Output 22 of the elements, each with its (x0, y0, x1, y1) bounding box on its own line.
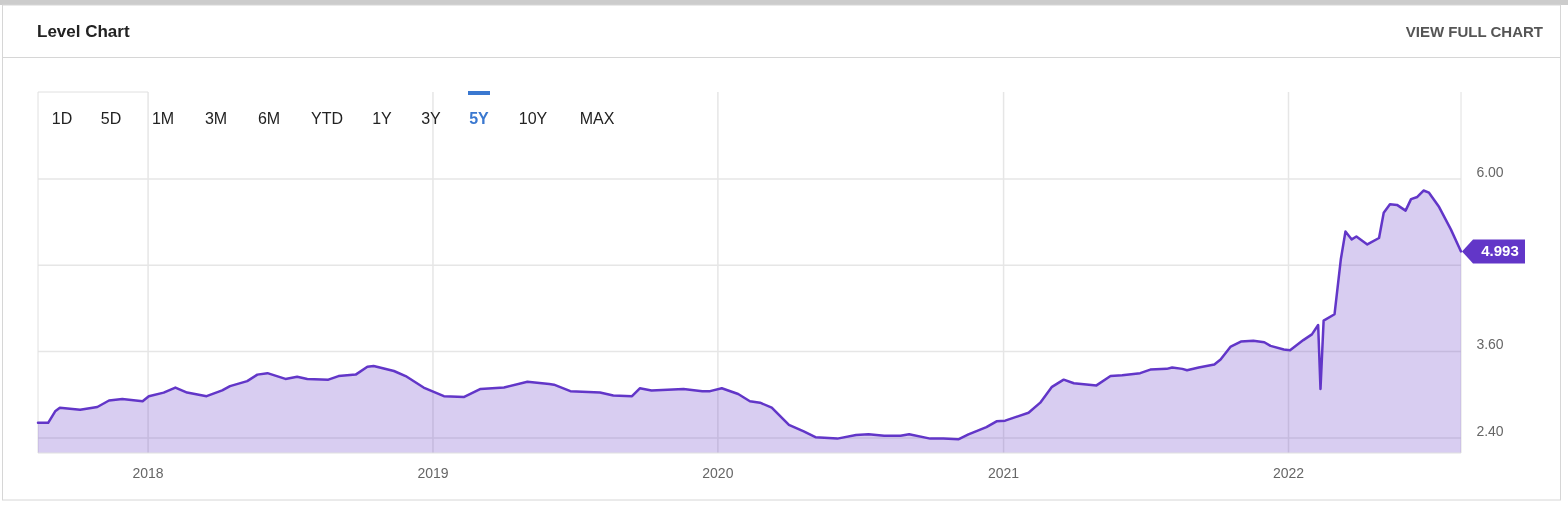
annotation: 5Y (469, 110, 490, 127)
annotation: MAX (579, 110, 615, 127)
x-tick-label: 2022 (1272, 465, 1305, 481)
x-tick-label: 2021 (988, 465, 1020, 481)
chart-title: Level Chart (37, 22, 130, 41)
annotation: 6M (257, 110, 281, 127)
annotation: 1Y (372, 110, 393, 127)
annotation: 4.993 (1481, 242, 1519, 260)
annotation: YTD (311, 110, 343, 127)
y-tick-label: 3.60 (1476, 336, 1504, 353)
annotation: 1D (51, 110, 73, 127)
y-tick-label: 6.00 (1476, 163, 1504, 180)
text: VIEW FULL CHART (1405, 23, 1543, 40)
x-tick-label: 2019 (417, 465, 449, 481)
x-tick-label: 2018 (132, 465, 164, 481)
annotation: 1M (151, 110, 175, 127)
annotation: 3Y (421, 110, 442, 127)
y-tick-label: 2.40 (1476, 422, 1504, 439)
annotation: 10Y (518, 110, 548, 127)
annotation: 3M (204, 110, 228, 127)
annotation: 5D (100, 110, 122, 127)
x-tick-label: 2020 (702, 465, 734, 481)
